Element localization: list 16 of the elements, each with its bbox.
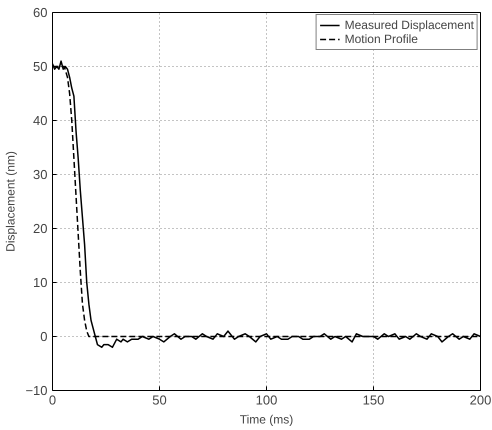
y-tick-label: −10: [25, 383, 48, 398]
y-tick-label: 30: [33, 167, 48, 182]
legend-label: Measured Displacement: [344, 18, 474, 32]
x-tick-label: 200: [470, 392, 492, 408]
x-tick-label: 50: [152, 392, 167, 408]
y-axis-title: Displacement (nm): [3, 151, 18, 252]
y-tick-label: 60: [33, 5, 48, 20]
y-tick-label: 10: [33, 275, 48, 290]
legend-label: Motion Profile: [344, 32, 418, 46]
x-axis-title: Time (ms): [240, 412, 294, 426]
y-tick-label: 20: [33, 221, 48, 236]
y-tick-label: 40: [33, 113, 48, 128]
x-tick-label: 150: [362, 392, 384, 408]
x-tick-label: 100: [256, 392, 278, 408]
y-tick-label: 50: [33, 59, 48, 74]
y-tick-label: 0: [40, 329, 48, 344]
